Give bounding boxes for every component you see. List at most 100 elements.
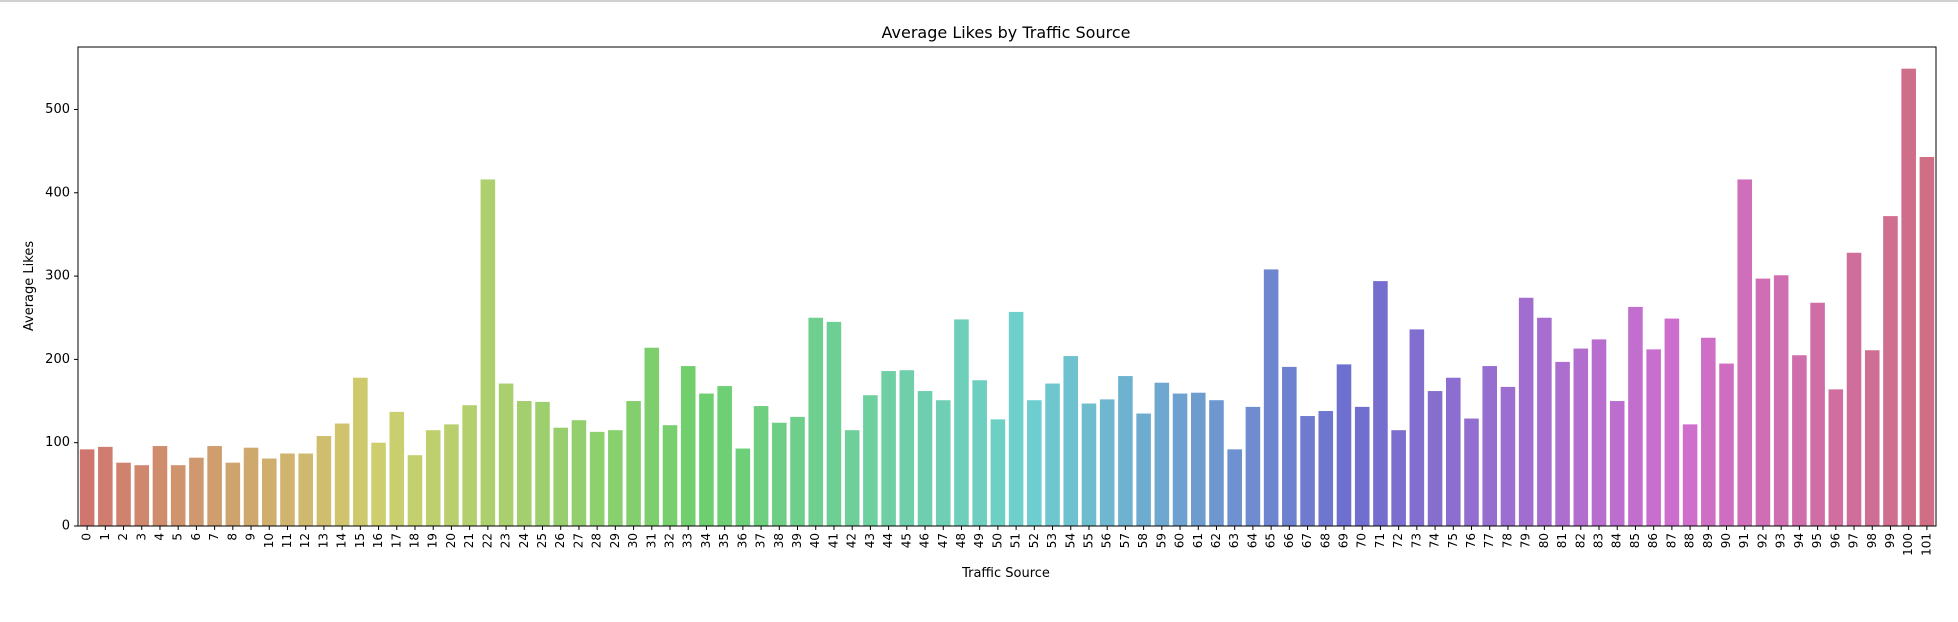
y-tick-label: 0 <box>62 519 70 534</box>
bar-20 <box>444 424 459 526</box>
x-tick-label: 87 <box>1664 533 1678 548</box>
x-tick-label: 64 <box>1245 533 1259 548</box>
x-tick-label: 57 <box>1118 533 1132 548</box>
x-tick-label: 27 <box>571 533 585 548</box>
bar-14 <box>334 423 350 526</box>
bar-21 <box>462 405 477 526</box>
x-tick-label: 95 <box>1810 533 1824 548</box>
bar-23 <box>498 383 514 526</box>
y-tick-label: 500 <box>45 102 70 117</box>
bar-12 <box>298 453 313 526</box>
bar-52 <box>1027 400 1042 526</box>
bar-63 <box>1227 449 1242 526</box>
bar-7 <box>207 446 222 526</box>
x-tick-label: 5 <box>171 533 185 541</box>
bar-94 <box>1792 355 1807 526</box>
x-tick-label: 24 <box>517 533 531 548</box>
bar-95 <box>1810 302 1825 526</box>
x-tick-label: 16 <box>371 533 385 548</box>
x-tick-label: 81 <box>1555 533 1569 548</box>
bar-58 <box>1136 413 1151 526</box>
bar-22 <box>480 179 496 526</box>
x-tick-label: 44 <box>881 533 895 548</box>
x-tick-label: 76 <box>1464 533 1478 548</box>
bar-4 <box>152 446 168 526</box>
x-tick-label: 65 <box>1264 533 1278 548</box>
bar-76 <box>1464 418 1479 526</box>
x-tick-label: 89 <box>1701 533 1715 548</box>
x-tick-label: 6 <box>189 533 203 541</box>
bar-99 <box>1883 216 1898 527</box>
bar-55 <box>1081 403 1097 526</box>
bar-38 <box>772 422 787 526</box>
bar-70 <box>1354 406 1370 526</box>
y-tick-label: 100 <box>45 435 70 450</box>
bar-5 <box>170 465 186 526</box>
bar-53 <box>1045 383 1060 526</box>
bar-66 <box>1282 366 1297 526</box>
bar-45 <box>899 370 915 526</box>
bar-17 <box>389 411 405 526</box>
bar-88 <box>1682 424 1698 526</box>
x-tick-label: 47 <box>936 533 950 548</box>
x-tick-label: 46 <box>918 533 932 548</box>
bar-10 <box>261 458 277 526</box>
bar-47 <box>935 400 951 526</box>
bar-6 <box>189 457 204 526</box>
x-tick-label: 71 <box>1373 533 1387 548</box>
x-tick-label: 91 <box>1737 533 1751 548</box>
bar-40 <box>808 317 824 526</box>
bar-34 <box>699 393 714 526</box>
x-tick-label: 35 <box>717 533 731 548</box>
bar-97 <box>1846 252 1862 526</box>
bar-61 <box>1190 392 1206 526</box>
x-tick-label: 48 <box>954 533 968 548</box>
bar-98 <box>1864 350 1880 526</box>
x-tick-label: 63 <box>1227 533 1241 548</box>
x-tick-label: 53 <box>1045 533 1059 548</box>
bar-13 <box>316 436 332 526</box>
x-tick-label: 94 <box>1792 533 1806 548</box>
window-top-border <box>0 0 1958 2</box>
x-tick-label: 38 <box>772 533 786 548</box>
bar-85 <box>1628 306 1643 526</box>
y-tick-label: 300 <box>45 269 70 284</box>
bar-78 <box>1500 386 1516 526</box>
x-tick-label: 31 <box>644 533 658 548</box>
x-tick-label: 25 <box>535 533 549 548</box>
x-tick-label: 49 <box>972 533 986 548</box>
x-tick-label: 15 <box>353 533 367 548</box>
bar-24 <box>517 401 532 526</box>
x-tick-label: 62 <box>1209 533 1223 548</box>
x-tick-label: 92 <box>1755 533 1769 548</box>
x-tick-label: 43 <box>863 533 877 548</box>
bar-54 <box>1063 356 1079 526</box>
bar-33 <box>680 366 696 526</box>
bar-25 <box>535 401 550 526</box>
bar-69 <box>1336 364 1352 526</box>
plot-frame <box>77 46 1937 527</box>
bar-44 <box>881 371 896 526</box>
bar-65 <box>1263 269 1279 526</box>
bar-56 <box>1099 399 1115 526</box>
bar-62 <box>1209 400 1224 526</box>
x-tick-label: 51 <box>1009 533 1023 548</box>
x-tick-label: 97 <box>1847 533 1861 548</box>
x-tick-label: 40 <box>808 533 822 548</box>
x-tick-label: 26 <box>553 533 567 548</box>
bar-48 <box>954 319 969 526</box>
x-tick-label: 78 <box>1500 533 1514 548</box>
bar-15 <box>353 377 368 526</box>
x-tick-label: 23 <box>499 533 513 548</box>
bar-36 <box>735 448 751 526</box>
x-tick-label: 88 <box>1683 533 1697 548</box>
bar-28 <box>589 431 605 526</box>
x-tick-label: 29 <box>608 533 622 548</box>
x-tick-label: 20 <box>444 533 458 548</box>
x-tick-label: 45 <box>899 533 913 548</box>
bar-26 <box>553 427 568 526</box>
x-tick-label: 74 <box>1428 533 1442 548</box>
x-tick-label: 21 <box>462 533 476 548</box>
x-tick-label: 101 <box>1919 533 1933 556</box>
